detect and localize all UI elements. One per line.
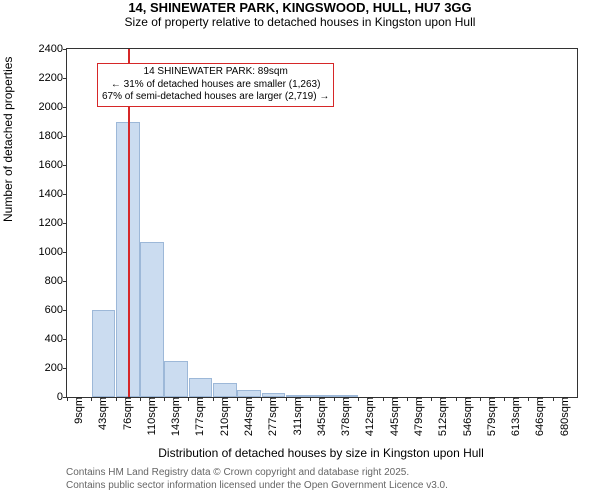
x-tick-mark	[553, 397, 554, 401]
x-tick-mark	[334, 397, 335, 401]
y-tick-mark	[63, 252, 67, 253]
plot-area: 14 SHINEWATER PARK: 89sqm ← 31% of detac…	[66, 48, 578, 398]
y-tick-mark	[63, 107, 67, 108]
y-tick-mark	[63, 339, 67, 340]
x-tick-label: 9sqm	[69, 397, 85, 424]
x-tick-mark	[116, 397, 117, 401]
annotation-line3: 67% of semi-detached houses are larger (…	[102, 91, 329, 104]
x-tick-label: 43sqm	[93, 397, 109, 430]
bar	[92, 310, 116, 397]
x-tick-mark	[358, 397, 359, 401]
x-tick-label: 680sqm	[555, 397, 571, 436]
chart-subtitle: Size of property relative to detached ho…	[0, 15, 600, 29]
footnote-line1: Contains HM Land Registry data © Crown c…	[66, 466, 448, 479]
bar	[189, 378, 213, 397]
y-tick-mark	[63, 136, 67, 137]
x-tick-mark	[528, 397, 529, 401]
x-tick-mark	[261, 397, 262, 401]
x-tick-label: 345sqm	[312, 397, 328, 436]
chart-title: 14, SHINEWATER PARK, KINGSWOOD, HULL, HU…	[0, 0, 600, 15]
x-tick-label: 512sqm	[433, 397, 449, 436]
bar	[237, 390, 261, 397]
x-tick-label: 110sqm	[142, 397, 158, 435]
x-tick-label: 412sqm	[360, 397, 376, 436]
annotation-box: 14 SHINEWATER PARK: 89sqm ← 31% of detac…	[97, 63, 334, 107]
x-tick-label: 613sqm	[506, 397, 522, 436]
x-tick-label: 311sqm	[288, 397, 304, 435]
x-tick-label: 579sqm	[482, 397, 498, 436]
y-tick-mark	[63, 310, 67, 311]
x-tick-mark	[91, 397, 92, 401]
x-tick-mark	[286, 397, 287, 401]
footnote: Contains HM Land Registry data © Crown c…	[66, 466, 448, 492]
x-tick-mark	[310, 397, 311, 401]
x-tick-mark	[431, 397, 432, 401]
y-tick-mark	[63, 194, 67, 195]
x-tick-mark	[188, 397, 189, 401]
x-tick-label: 277sqm	[263, 397, 279, 436]
bar	[213, 383, 237, 398]
y-tick-mark	[63, 78, 67, 79]
x-tick-label: 378sqm	[336, 397, 352, 436]
y-tick-mark	[63, 223, 67, 224]
footnote-line2: Contains public sector information licen…	[66, 479, 448, 492]
x-tick-label: 445sqm	[385, 397, 401, 436]
annotation-line1: 14 SHINEWATER PARK: 89sqm	[102, 66, 329, 79]
y-tick-mark	[63, 49, 67, 50]
y-tick-mark	[63, 165, 67, 166]
x-axis-label: Distribution of detached houses by size …	[66, 446, 576, 460]
x-tick-label: 546sqm	[458, 397, 474, 436]
x-tick-mark	[237, 397, 238, 401]
x-tick-label: 143sqm	[166, 397, 182, 436]
bar	[164, 361, 188, 397]
y-tick-mark	[63, 281, 67, 282]
x-tick-mark	[407, 397, 408, 401]
x-tick-mark	[213, 397, 214, 401]
annotation-line2: ← 31% of detached houses are smaller (1,…	[102, 79, 329, 92]
x-tick-mark	[67, 397, 68, 401]
x-tick-mark	[164, 397, 165, 401]
x-tick-mark	[456, 397, 457, 401]
x-tick-mark	[140, 397, 141, 401]
bar	[140, 242, 164, 397]
x-tick-label: 177sqm	[190, 397, 206, 436]
x-tick-label: 210sqm	[215, 397, 231, 436]
x-tick-label: 76sqm	[118, 397, 134, 430]
x-tick-label: 244sqm	[239, 397, 255, 436]
y-tick-mark	[63, 368, 67, 369]
x-tick-mark	[504, 397, 505, 401]
x-tick-label: 646sqm	[530, 397, 546, 436]
x-tick-label: 479sqm	[409, 397, 425, 436]
x-tick-mark	[480, 397, 481, 401]
x-tick-mark	[383, 397, 384, 401]
